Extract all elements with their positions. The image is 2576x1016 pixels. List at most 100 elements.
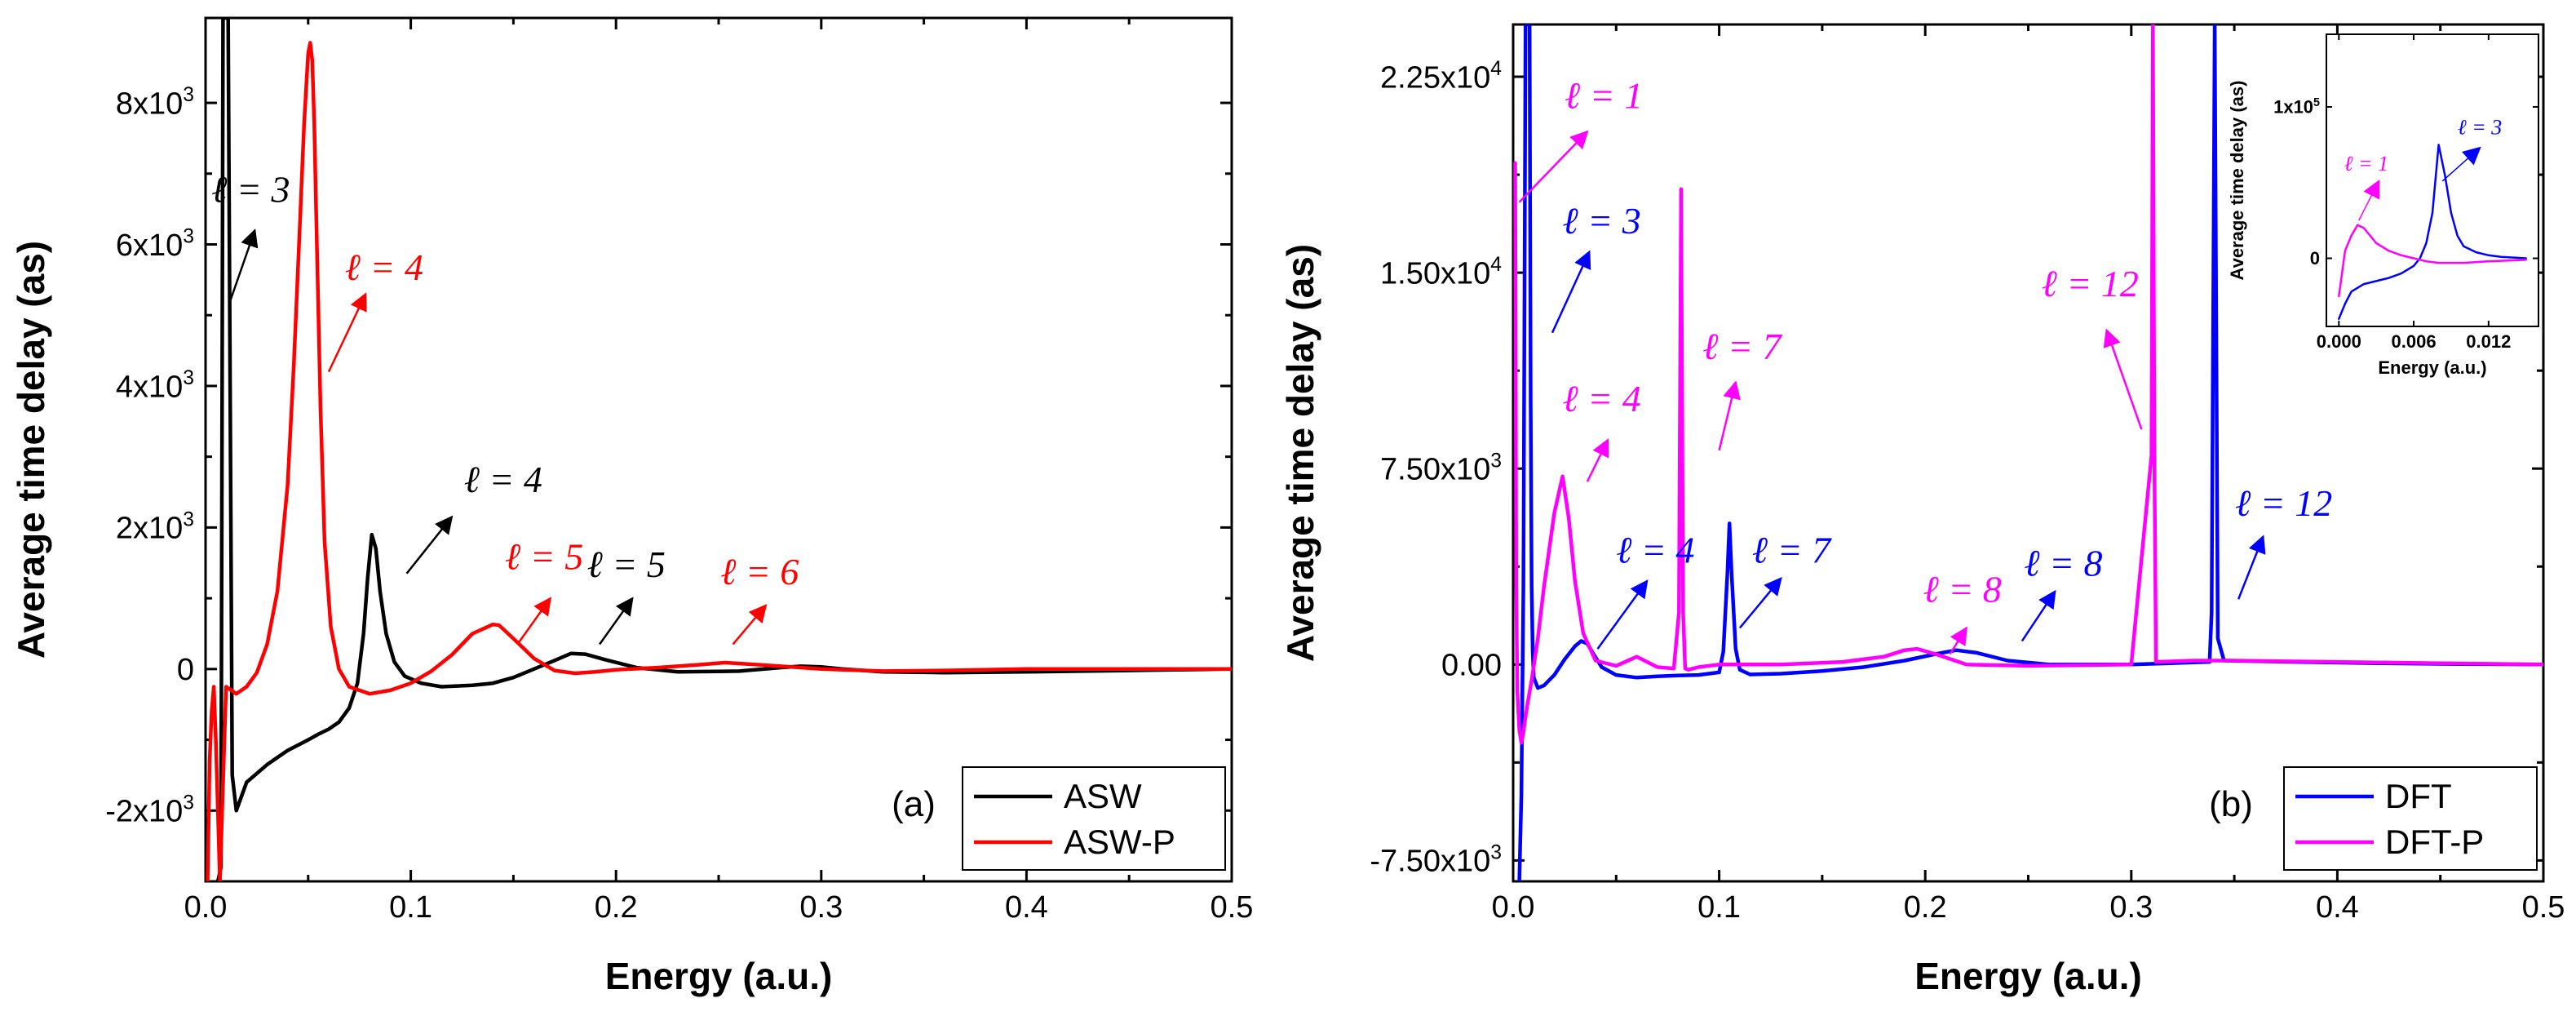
panel-b-annotation-arrow: [2237, 535, 2266, 600]
panel-b-inset-x-tick-label: 0.012: [2466, 331, 2511, 352]
panel-a-x-tick-label: 0.4: [1005, 890, 1048, 925]
panel-b-inset-annotation-arrow: [2441, 146, 2481, 182]
panel-b-y-tick-label: 7.50x103: [1380, 450, 1502, 486]
panel-a-y-axis-title: Average time delay (as): [10, 241, 52, 659]
panel-b-y-tick-label: 2.25x104: [1380, 58, 1502, 95]
panel-a-y-tick-label: 8x103: [116, 84, 194, 121]
panel-b-annotation-label: ℓ = 4: [1616, 529, 1694, 570]
panel-b-x-axis-title: Energy (a.u.): [1914, 955, 2142, 997]
panel-b-inset-y-axis-title: Average time delay (as): [2227, 81, 2247, 281]
panel-a-x-tick-label: 0.2: [595, 890, 638, 925]
panel-b-annotation-label: ℓ = 12: [2235, 482, 2332, 524]
panel-a-annotation-label: ℓ = 5: [505, 536, 583, 578]
panel-a-y-tick-label: 4x103: [116, 367, 194, 404]
panel-b-x-tick-label: 0.1: [1697, 890, 1741, 925]
panel-a-x-tick-label: 0.3: [799, 890, 843, 925]
panel-b-annotation-label: ℓ = 8: [1923, 568, 2002, 610]
panel-b-x-tick-label: 0.2: [1904, 890, 1947, 925]
panel-a-y-tick-label: 0: [177, 653, 194, 687]
panel-b-panel-label: (b): [2209, 784, 2253, 824]
panel-b-y-tick-label: 0.00: [1441, 649, 1502, 683]
panel-b-annotation-label: ℓ = 7: [1752, 529, 1832, 570]
panel-b-y-ticks: -7.50x103 0.00 7.50x103 1.50x104 2.25x104: [1370, 58, 2543, 879]
panel-b-inset-annotation-label: ℓ = 1: [2344, 152, 2388, 175]
panel-b-annotation-arrow: [1738, 576, 1782, 629]
panel-a-y-tick-label: -2x103: [105, 792, 194, 828]
panel-b-inset-annotation-arrow: [2358, 179, 2380, 221]
panel-b-inset-plot-frame: [2326, 33, 2539, 327]
panel-a-legend-box: [962, 766, 1226, 871]
panel-a-panel-label: (a): [892, 784, 936, 824]
panel-b-annotation-arrow: [1586, 438, 1609, 482]
panel-b-series-group: [1513, 24, 2543, 881]
panel-b-legend: DFT DFT-P: [2283, 766, 2538, 871]
panel-b-inset-y-tick-label: 1x105: [2273, 96, 2320, 118]
panel-b-inset-series-line-dft-p: [2338, 224, 2527, 298]
panel-a-legend-label-asw-p: ASW-P: [1064, 823, 1175, 861]
panel-a-x-tick-label: 0.0: [184, 890, 228, 925]
panel-b-annotation-arrow: [1551, 250, 1591, 334]
panel-b-annotation-arrow: [2103, 328, 2143, 430]
panel-b-x-tick-label: 0.4: [2316, 890, 2359, 925]
panel-b-inset-y-tick-label: 0: [2310, 248, 2320, 268]
panel-a-x-tick-label: 0.1: [389, 890, 432, 925]
panel-a-annotation-arrow: [599, 597, 634, 646]
panel-b-annotation-label: ℓ = 8: [2024, 542, 2102, 583]
panel-b-y-tick-label: -7.50x103: [1370, 841, 1502, 878]
panel-b-inset-series-group: [2338, 144, 2527, 320]
panel-a-annotation-arrow: [405, 515, 454, 575]
panel-b-annotations: ℓ = 1 ℓ = 3 ℓ = 7 ℓ = 4 ℓ = 12 ℓ = 12 ℓ = 4 ℓ =…: [1518, 74, 2332, 655]
panel-b-inset-series-line-dft: [2338, 144, 2527, 320]
panel-a-annotation-arrow: [327, 292, 367, 373]
panel-a: 0.0 0.1 0.2 0.3 0.4 0.5 -2x103 0 2x103 4x103 6x103…: [10, 16, 1254, 997]
panel-b-annotation-label: ℓ = 3: [1563, 200, 1641, 242]
panel-b-x-tick-label: 0.0: [1492, 890, 1535, 925]
panel-b-annotation-arrow: [1949, 626, 1967, 655]
panel-a-legend: ASW ASW-P: [962, 766, 1226, 871]
panel-b-inset-x-tick-label: 0.006: [2392, 331, 2437, 352]
panel-a-x-axis-title: Energy (a.u.): [605, 955, 833, 997]
panel-a-annotation-arrow: [516, 597, 551, 646]
panel-b-inset-x-axis-title: Energy (a.u.): [2378, 357, 2486, 378]
panel-a-y-tick-label: 6x103: [116, 226, 194, 263]
panel-b-x-tick-label: 0.5: [2522, 890, 2565, 925]
panel-b-annotation-arrow: [1718, 380, 1741, 451]
panel-b-annotation-label: ℓ = 7: [1702, 326, 1782, 367]
panel-b-annotation-arrow: [1518, 130, 1589, 203]
panel-b-series-line-dft-p: [1513, 24, 2543, 745]
panel-b-x-tick-label: 0.3: [2109, 890, 2153, 925]
panel-b-inset-annotation-label: ℓ = 3: [2458, 115, 2502, 139]
panel-a-legend-label-asw: ASW: [1064, 777, 1142, 815]
panel-a-annotation-label: ℓ = 5: [587, 543, 666, 585]
panel-a-x-tick-label: 0.5: [1211, 890, 1254, 925]
panel-a-series-group: [206, 18, 1232, 881]
panel-b-inset-x-ticks: 0.000 0.006 0.012: [2317, 34, 2511, 352]
panel-b-inset-annotations: ℓ = 1 ℓ = 3: [2344, 115, 2502, 221]
panel-a-annotation-label: ℓ = 4: [345, 246, 423, 288]
panel-b-annotation-label: ℓ = 4: [1563, 378, 1641, 419]
panel-b-inset-y-ticks: 0 1x105: [2273, 96, 2538, 268]
panel-a-annotation-label: ℓ = 4: [464, 459, 542, 500]
panel-b-annotation-arrow: [2021, 589, 2056, 642]
panel-a-annotation-arrow: [732, 604, 768, 646]
panel-b-legend-label-dft-p: DFT-P: [2385, 823, 2484, 861]
panel-b: 0.0 0.1 0.2 0.3 0.4 0.5 -7.50x103 0.00 7.50x103 1…: [1279, 23, 2565, 997]
panel-b-annotation-label: ℓ = 12: [2042, 263, 2139, 304]
panel-a-x-ticks: 0.0 0.1 0.2 0.3 0.4 0.5: [184, 18, 1254, 925]
panel-b-y-tick-label: 1.50x104: [1380, 254, 1502, 291]
panel-b-inset-x-tick-label: 0.000: [2317, 331, 2361, 352]
panel-a-annotation-label: ℓ = 6: [720, 551, 799, 592]
panel-b-legend-label-dft: DFT: [2385, 777, 2452, 815]
panel-a-annotation-arrow: [229, 228, 259, 302]
panel-b-y-axis-title: Average time delay (as): [1279, 244, 1321, 662]
panel-a-y-ticks: -2x103 0 2x103 4x103 6x103 8x103: [105, 84, 1232, 829]
panel-b-annotation-arrow: [1596, 579, 1649, 650]
panel-a-annotation-label: ℓ = 3: [211, 168, 290, 210]
panel-b-inset: 0.000 0.006 0.012 0 1x105 ℓ = 1 ℓ = 3 Energy (a…: [2227, 33, 2539, 378]
panel-a-series-line-asw-p: [206, 41, 1232, 881]
panel-b-legend-box: [2283, 766, 2538, 871]
panel-a-y-tick-label: 2x103: [116, 508, 194, 545]
panel-b-annotation-label: ℓ = 1: [1565, 74, 1643, 116]
